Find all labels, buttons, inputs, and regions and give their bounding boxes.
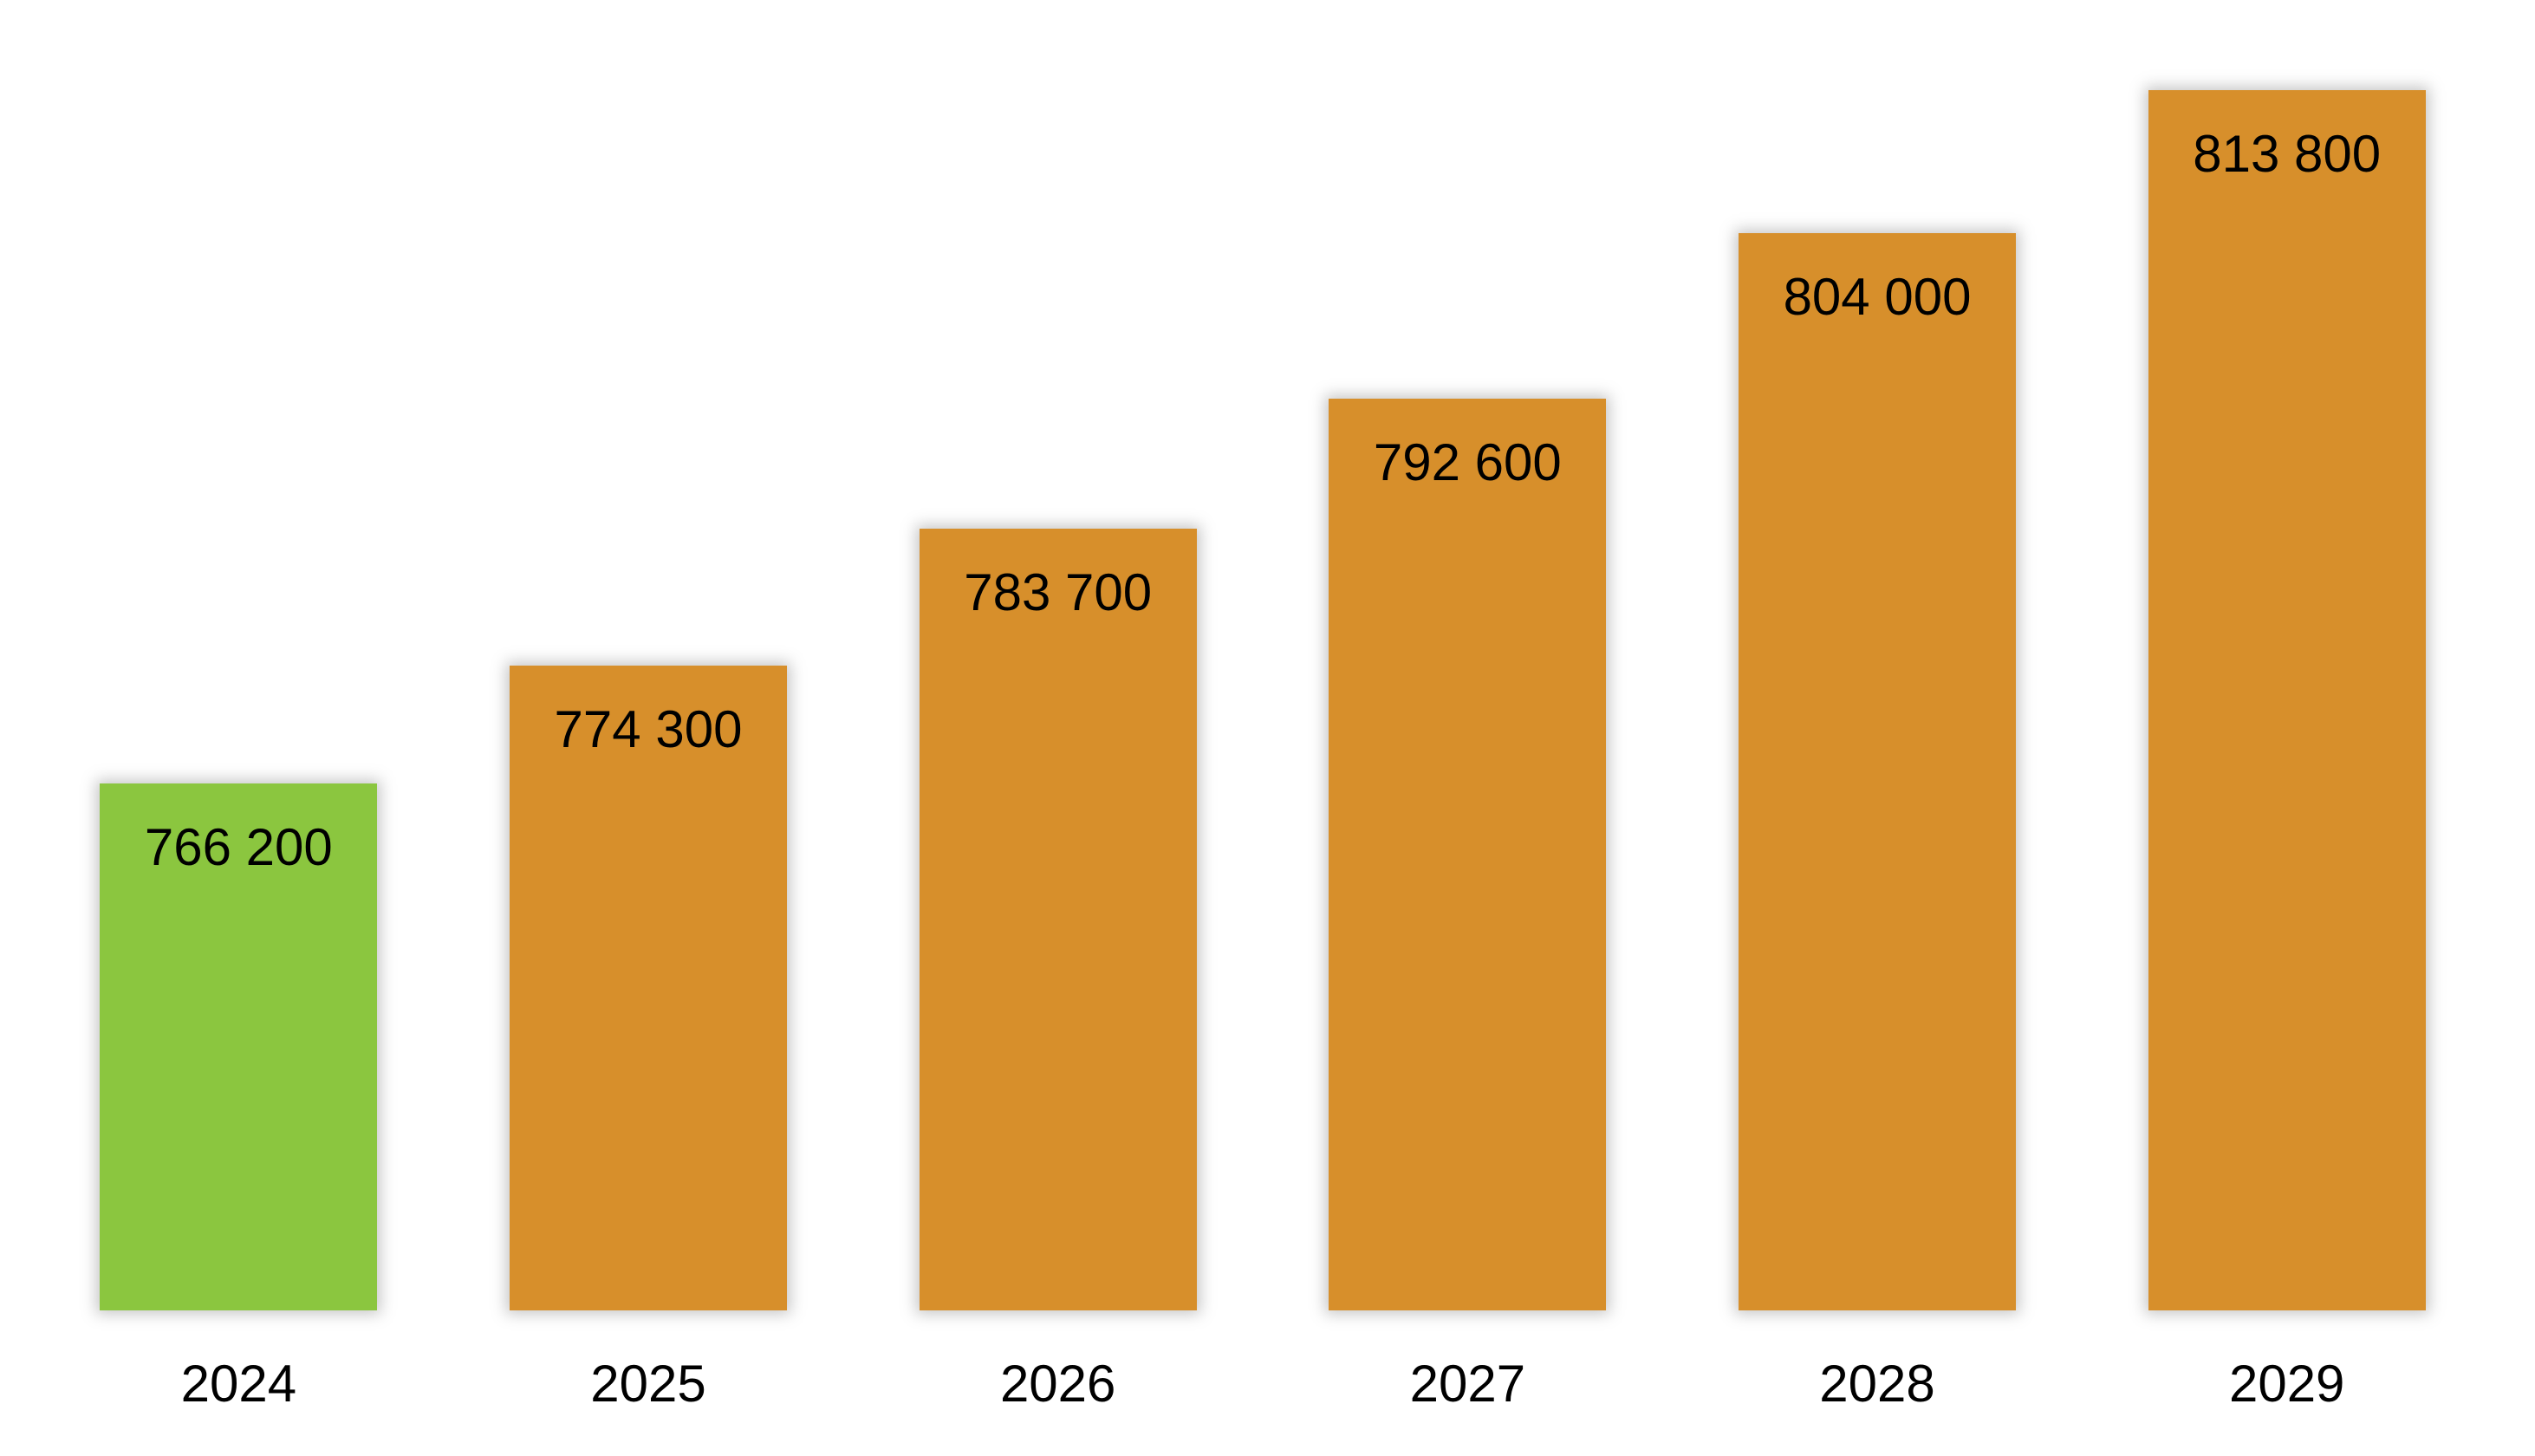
chart-column-2025: 774 300 2025 [444, 0, 854, 1456]
x-axis-label-2025: 2025 [590, 1354, 706, 1413]
x-axis-label-2027: 2027 [1409, 1354, 1526, 1413]
x-axis-label-2028: 2028 [1819, 1354, 1935, 1413]
bar-value-label-2024: 766 200 [144, 817, 333, 876]
x-axis-label-2024: 2024 [180, 1354, 297, 1413]
x-axis-label-2029: 2029 [2228, 1354, 2345, 1413]
chart-column-2028: 804 000 2028 [1673, 0, 2083, 1456]
chart-column-2027: 792 600 2027 [1263, 0, 1673, 1456]
bar-2024[interactable]: 766 200 [100, 783, 378, 1310]
chart-column-2026: 783 700 2026 [853, 0, 1263, 1456]
bar-2028[interactable]: 804 000 [1739, 232, 2017, 1310]
chart-column-2029: 813 800 2029 [2082, 0, 2492, 1456]
x-axis-label-2026: 2026 [999, 1354, 1116, 1413]
bar-value-label-2029: 813 800 [2193, 125, 2382, 184]
bar-2025[interactable]: 774 300 [510, 665, 787, 1310]
bar-value-label-2026: 783 700 [964, 562, 1153, 621]
chart-column-2024: 766 200 2024 [34, 0, 444, 1456]
plot-area-column-2029: 813 800 [2082, 0, 2492, 1310]
plot-area-column-2028: 804 000 [1673, 0, 2083, 1310]
plot-area-column-2026: 783 700 [853, 0, 1263, 1310]
bar-value-label-2025: 774 300 [554, 699, 743, 758]
plot-area-column-2025: 774 300 [444, 0, 854, 1310]
bar-2029[interactable]: 813 800 [2148, 90, 2426, 1310]
plot-area-column-2024: 766 200 [34, 0, 444, 1310]
bar-value-label-2027: 792 600 [1373, 433, 1562, 492]
plot-area-column-2027: 792 600 [1263, 0, 1673, 1310]
bar-2027[interactable]: 792 600 [1329, 399, 1607, 1310]
bar-2026[interactable]: 783 700 [919, 528, 1197, 1310]
bar-value-label-2028: 804 000 [1783, 267, 1972, 326]
